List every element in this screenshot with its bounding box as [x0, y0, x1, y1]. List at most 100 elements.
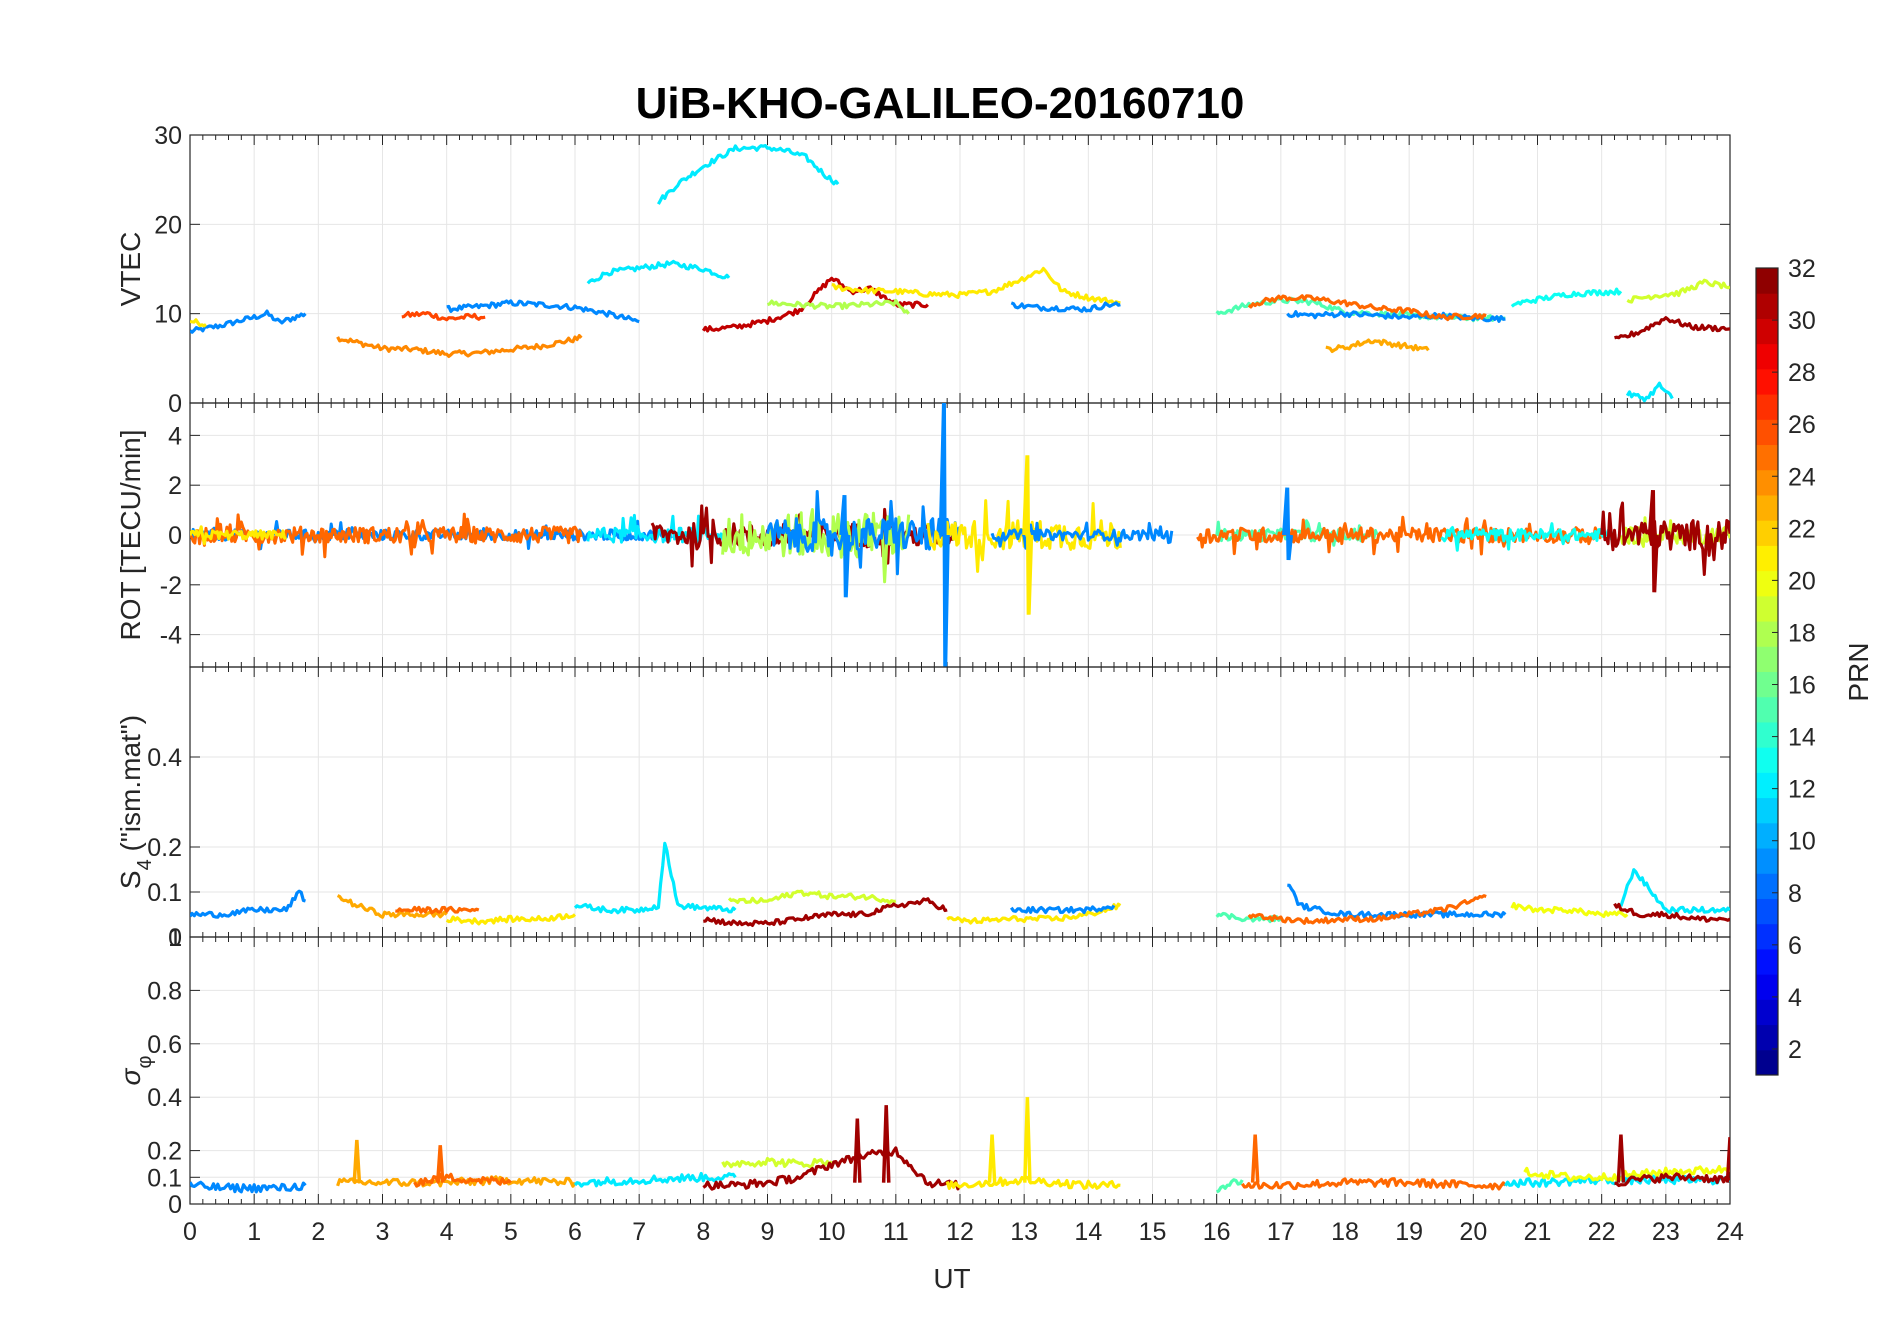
colorbar-swatch — [1756, 570, 1778, 597]
s4-series-prn-31 — [1613, 902, 1730, 923]
vtec-series-prn-24 — [336, 334, 583, 358]
sigma-phi-series-prn-31 — [702, 1146, 962, 1191]
y-tick-label: 0.2 — [147, 1138, 182, 1166]
colorbar-tick-label: 16 — [1788, 672, 1816, 700]
colorbar-tick-label: 4 — [1788, 984, 1802, 1012]
s4-series-prn-12 — [573, 841, 737, 915]
colorbar-swatch — [1756, 595, 1778, 622]
colorbar-tick-label: 10 — [1788, 828, 1816, 856]
vtec-series-prn-13 — [1510, 287, 1623, 308]
panel-series — [190, 1097, 1730, 1194]
sigma-phi-spike-prn-31 — [1616, 1134, 1626, 1183]
colorbar-swatch — [1756, 368, 1778, 395]
vtec-series-prn-18 — [766, 298, 910, 315]
x-tick-label: 10 — [818, 1218, 846, 1246]
y-axis-label: ROT [TECU/min] — [115, 429, 146, 640]
y-axis-label: S4 ("ism.mat") — [115, 715, 156, 889]
panel-series — [190, 144, 1730, 403]
y-tick-label: 0.1 — [147, 879, 182, 907]
x-tick-label: 2 — [311, 1218, 325, 1246]
sigma-phi-series-prn-25 — [413, 1172, 512, 1188]
y-tick-label: 0.6 — [147, 1031, 182, 1059]
colorbar-swatch — [1756, 999, 1778, 1026]
y-axis-label-rest: ("ism.mat") — [115, 715, 146, 859]
x-tick-label: 17 — [1267, 1218, 1295, 1246]
sigma-phi-spike-prn-31 — [881, 1105, 891, 1183]
colorbar-swatch — [1756, 494, 1778, 521]
y-tick-label: 0.8 — [147, 977, 182, 1005]
x-tick-label: 22 — [1588, 1218, 1616, 1246]
s4-series-prn-12 — [1619, 868, 1730, 915]
vtec-series-prn-26 — [401, 310, 486, 322]
colorbar-swatch — [1756, 848, 1778, 874]
s4-series-prn-15 — [1215, 911, 1282, 924]
sigma-phi-series-prn-15 — [1215, 1178, 1244, 1194]
panel-series — [190, 403, 1730, 667]
s4-series-prn-25 — [395, 905, 480, 915]
sigma-phi-spike-prn-21 — [1023, 1097, 1032, 1183]
colorbar-swatch — [1756, 444, 1778, 471]
s4-series-prn-21 — [445, 913, 577, 926]
y-tick-label: 0.4 — [147, 744, 182, 772]
rot-series-prn-13 — [1440, 522, 1616, 552]
vtec-series-prn-12 — [656, 144, 840, 205]
y-tick-label: 0.1 — [147, 1164, 182, 1192]
vtec-series-prn-9 — [190, 309, 307, 334]
colorbar-swatch — [1756, 898, 1778, 925]
sigma-phi-spike-prn-21 — [987, 1134, 997, 1183]
y-tick-label: 0 — [168, 924, 182, 952]
colorbar-swatch — [1756, 1049, 1778, 1076]
y-tick-label: 0 — [168, 390, 182, 418]
x-tick-label: 1 — [247, 1218, 261, 1246]
colorbar-swatch — [1756, 318, 1778, 345]
vtec-series-prn-12 — [586, 259, 731, 285]
vtec-series-prn-21 — [831, 266, 1121, 306]
x-tick-label: 12 — [946, 1218, 974, 1246]
x-tick-label: 14 — [1074, 1218, 1102, 1246]
panel-2: -4 -2 0 2 4 ROT [TECU/min] — [115, 402, 1731, 668]
rot-spike-prn-31 — [1647, 490, 1659, 593]
x-tick-label: 9 — [761, 1218, 775, 1246]
y-tick-label: 0 — [168, 1191, 182, 1219]
colorbar-tick-label: 18 — [1788, 619, 1816, 647]
x-tick-label: 18 — [1331, 1218, 1359, 1246]
colorbar-swatch — [1756, 419, 1778, 446]
colorbar-swatch — [1756, 268, 1778, 294]
colorbar-swatch — [1756, 923, 1778, 950]
colorbar-swatch — [1756, 1024, 1778, 1051]
y-axis-label: VTEC — [115, 232, 146, 307]
sigma-phi-spike-prn-31 — [1725, 1137, 1730, 1183]
x-tick-label: 8 — [696, 1218, 710, 1246]
y-tick-label: -4 — [160, 622, 182, 650]
sigma-phi-series-prn-23 — [336, 1175, 577, 1188]
vtec-series-prn-9 — [1010, 301, 1121, 313]
rot-series-prn-25 — [1196, 515, 1604, 556]
s4-series-prn-20 — [1510, 901, 1629, 919]
colorbar-tick-label: 12 — [1788, 776, 1816, 804]
rot-series-prn-12 — [586, 513, 731, 544]
sigma-phi-spike-prn-25 — [1250, 1134, 1260, 1183]
panel-series — [190, 841, 1730, 928]
x-tick-label: 6 — [568, 1218, 582, 1246]
x-tick-label: 13 — [1010, 1218, 1038, 1246]
colorbar-tick-label: 32 — [1788, 255, 1816, 283]
vtec-series-prn-12 — [1625, 381, 1674, 403]
panel-3: 0 0.1 0.2 0.4 1 S4 ("ism.mat") — [115, 666, 1731, 952]
sigma-phi-series-prn-9 — [190, 1180, 307, 1194]
colorbar-tick-label: 28 — [1788, 359, 1816, 387]
y-axis-label-sub: 4 — [134, 859, 156, 870]
rot-series-prn-9 — [990, 521, 1174, 550]
colorbar-swatch — [1756, 520, 1778, 546]
colorbar-swatch — [1756, 873, 1778, 899]
colorbar-swatch — [1756, 469, 1778, 496]
colorbar-swatch — [1756, 646, 1778, 672]
colorbar-swatch — [1756, 696, 1778, 723]
sigma-phi-series-prn-21 — [945, 1175, 1121, 1191]
sigma-phi-spike-prn-23 — [352, 1139, 362, 1183]
colorbar-swatch — [1756, 621, 1778, 647]
colorbar-swatch — [1756, 772, 1778, 799]
sigma-phi-series-prn-12 — [573, 1171, 737, 1188]
colorbar-tick-label: 6 — [1788, 932, 1802, 960]
